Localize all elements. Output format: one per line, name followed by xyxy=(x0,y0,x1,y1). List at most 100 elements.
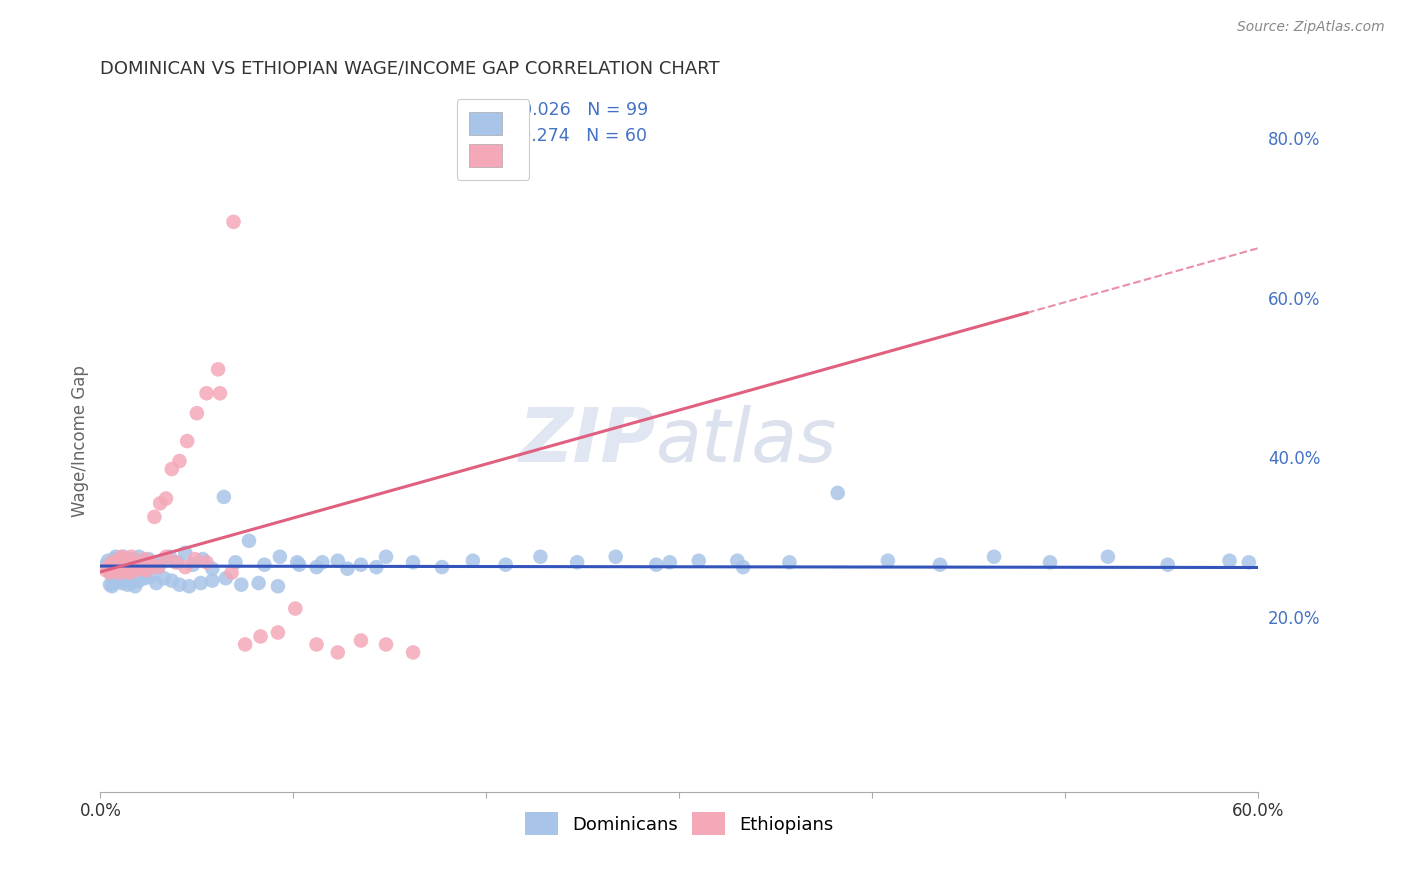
Point xyxy=(112,562,135,576)
Point xyxy=(461,554,484,568)
Point xyxy=(174,560,197,574)
Point xyxy=(350,558,373,572)
Point xyxy=(145,576,167,591)
Point xyxy=(876,554,898,568)
Point xyxy=(195,386,218,401)
Point xyxy=(153,554,176,568)
Point xyxy=(112,549,135,564)
Point xyxy=(165,555,187,569)
Point xyxy=(139,569,162,583)
Point xyxy=(366,560,388,574)
Point xyxy=(495,558,517,572)
Point xyxy=(108,569,131,583)
Point xyxy=(94,563,117,577)
Point xyxy=(125,560,148,574)
Point xyxy=(118,552,141,566)
Point xyxy=(336,562,359,576)
Point xyxy=(124,555,146,569)
Point xyxy=(118,555,141,569)
Point xyxy=(169,454,191,468)
Point xyxy=(215,571,238,585)
Point xyxy=(148,560,170,574)
Point xyxy=(983,549,1005,564)
Point xyxy=(101,555,124,569)
Point xyxy=(143,509,166,524)
Point xyxy=(208,386,231,401)
Point xyxy=(305,637,328,651)
Point xyxy=(174,546,197,560)
Point xyxy=(267,625,290,640)
Point xyxy=(114,562,136,576)
Point xyxy=(110,576,132,591)
Point xyxy=(98,562,121,576)
Point xyxy=(124,563,146,577)
Point xyxy=(122,562,145,576)
Point xyxy=(112,574,135,588)
Point xyxy=(176,434,198,449)
Point xyxy=(94,558,117,572)
Point xyxy=(249,630,271,644)
Text: DOMINICAN VS ETHIOPIAN WAGE/INCOME GAP CORRELATION CHART: DOMINICAN VS ETHIOPIAN WAGE/INCOME GAP C… xyxy=(100,60,720,78)
Point xyxy=(98,566,121,580)
Point xyxy=(97,560,120,574)
Point xyxy=(222,215,245,229)
Point xyxy=(117,562,139,576)
Point xyxy=(160,574,183,588)
Point xyxy=(565,555,588,569)
Point xyxy=(103,563,125,577)
Point xyxy=(269,549,291,564)
Point xyxy=(350,633,373,648)
Point xyxy=(124,579,146,593)
Point xyxy=(402,555,425,569)
Point xyxy=(221,566,243,580)
Point xyxy=(238,533,260,548)
Point xyxy=(104,574,127,588)
Point xyxy=(529,549,551,564)
Point xyxy=(114,563,136,577)
Y-axis label: Wage/Income Gap: Wage/Income Gap xyxy=(72,365,89,517)
Point xyxy=(326,554,349,568)
Point xyxy=(1039,555,1062,569)
Point xyxy=(103,576,125,591)
Point xyxy=(114,571,136,585)
Point xyxy=(141,555,163,569)
Point xyxy=(155,491,177,506)
Point xyxy=(402,645,425,659)
Point xyxy=(155,549,177,564)
Point xyxy=(190,576,212,591)
Point xyxy=(195,555,218,569)
Point xyxy=(1157,558,1180,572)
Point xyxy=(108,566,131,580)
Point xyxy=(108,552,131,566)
Point xyxy=(107,571,129,585)
Point xyxy=(375,549,398,564)
Text: Source: ZipAtlas.com: Source: ZipAtlas.com xyxy=(1237,20,1385,34)
Point xyxy=(645,558,668,572)
Point xyxy=(284,601,307,615)
Point xyxy=(120,549,142,564)
Point xyxy=(122,562,145,576)
Point xyxy=(104,560,127,574)
Point xyxy=(688,554,710,568)
Point xyxy=(132,562,155,576)
Point xyxy=(104,549,127,564)
Point xyxy=(1097,549,1119,564)
Point xyxy=(179,579,201,593)
Point xyxy=(778,555,800,569)
Point xyxy=(430,560,453,574)
Point xyxy=(725,554,748,568)
Text: R =  0.274   N = 60: R = 0.274 N = 60 xyxy=(477,127,647,145)
Point xyxy=(107,563,129,577)
Point xyxy=(658,555,681,569)
Point xyxy=(160,462,183,476)
Point xyxy=(114,552,136,566)
Point xyxy=(101,555,124,569)
Point xyxy=(326,645,349,659)
Point xyxy=(107,562,129,576)
Point xyxy=(247,576,270,591)
Point xyxy=(311,555,333,569)
Text: R = -0.026   N = 99: R = -0.026 N = 99 xyxy=(477,101,648,119)
Point xyxy=(169,577,191,591)
Point xyxy=(128,574,150,588)
Point xyxy=(110,549,132,564)
